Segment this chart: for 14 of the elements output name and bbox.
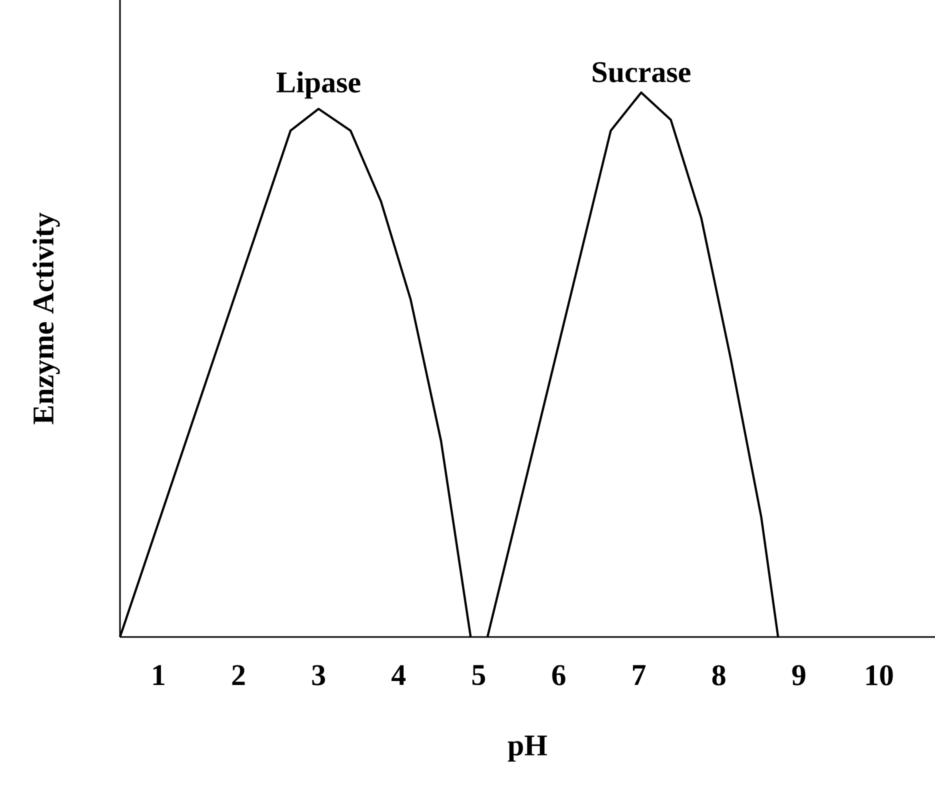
series-label: Sucrase [592, 62, 690, 82]
x-tick-label: 7 [632, 665, 646, 685]
x-tick-label: 1 [153, 665, 164, 685]
x-tick-label: 2 [232, 665, 245, 686]
series-label: Lipase [276, 71, 360, 99]
x-tick-label: 5 [472, 665, 486, 686]
x-tick-label: 8 [712, 665, 726, 686]
x-tick-label: 9 [792, 665, 806, 686]
y-axis-title: Enzyme Activity [32, 212, 60, 424]
x-tick-label: 3 [312, 665, 326, 686]
x-tick-label: 6 [552, 665, 566, 686]
x-tick-label: 10 [866, 665, 893, 686]
x-tick-label: 4 [392, 665, 406, 685]
x-axis-title: pH [508, 736, 548, 762]
